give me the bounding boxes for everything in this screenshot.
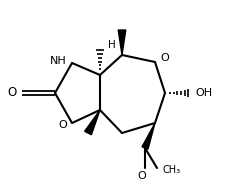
Text: O: O bbox=[137, 171, 146, 181]
Text: OH: OH bbox=[194, 88, 211, 98]
Text: O: O bbox=[58, 120, 67, 130]
Text: H: H bbox=[108, 40, 115, 50]
Polygon shape bbox=[84, 110, 100, 135]
Text: O: O bbox=[159, 53, 168, 63]
Polygon shape bbox=[118, 30, 125, 55]
Text: CH₃: CH₃ bbox=[162, 165, 180, 175]
Text: NH: NH bbox=[50, 56, 67, 66]
Polygon shape bbox=[141, 123, 154, 149]
Text: O: O bbox=[8, 86, 17, 99]
